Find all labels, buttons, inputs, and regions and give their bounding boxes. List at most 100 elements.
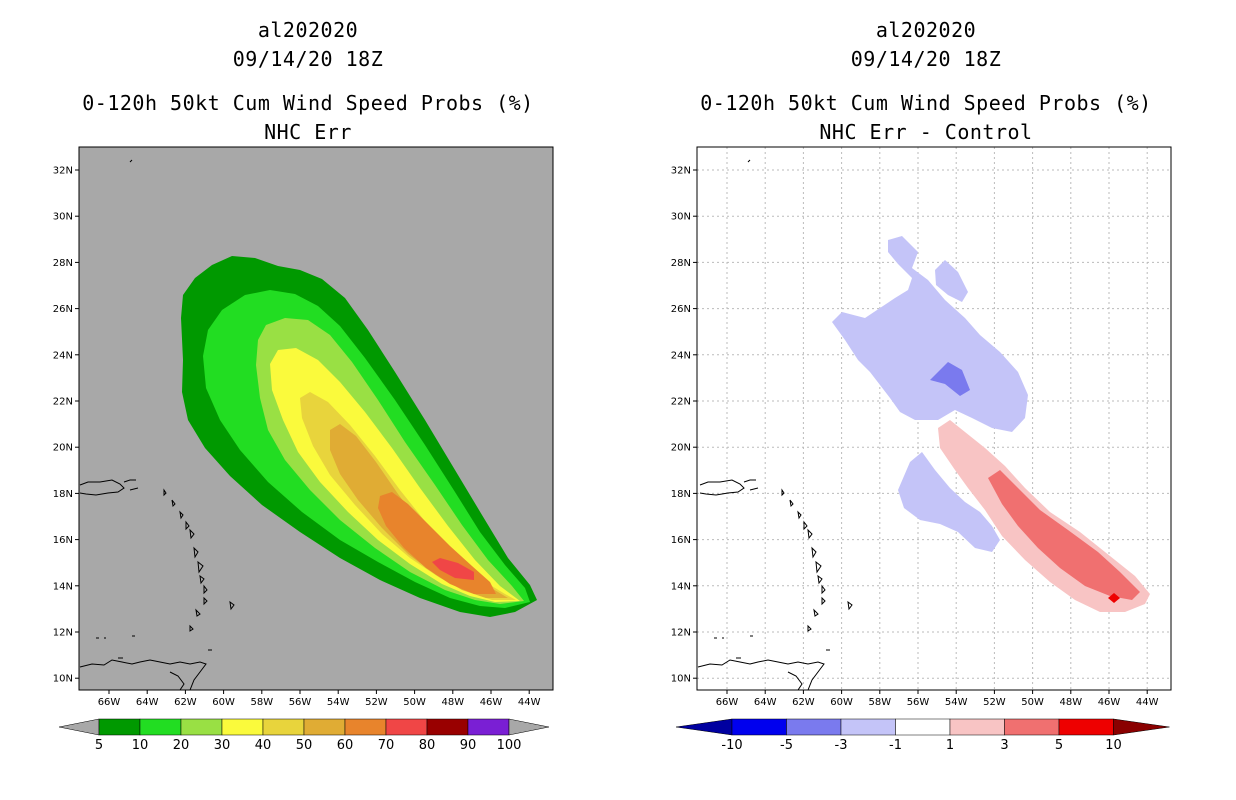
positive-peak — [1108, 593, 1120, 603]
lon-label: 44W — [518, 697, 541, 708]
colorbar-label: 20 — [173, 738, 190, 753]
lon-label: 64W — [136, 697, 159, 708]
left-storm-id: al202020 — [257, 18, 359, 42]
colorbar-label: 30 — [214, 738, 231, 753]
colorbar-swatch — [221, 718, 264, 736]
lon-label: 48W — [1059, 697, 1082, 708]
lat-label: 20N — [53, 443, 73, 454]
lesser-antilles — [781, 488, 853, 632]
right-coastlines — [697, 159, 853, 690]
lon-label: 46W — [1098, 697, 1121, 708]
lon-label: 54W — [945, 697, 968, 708]
negative-core — [930, 362, 970, 396]
right-map: 32N 30N 28N 26N 24N 22N 20N 18N 16N 14N 12N 10N 66W 6… — [671, 146, 1172, 709]
lon-label: 64W — [754, 697, 777, 708]
colorbar-label: 70 — [378, 738, 395, 753]
left-axes: 32N 30N 28N 26N 24N 22N 20N 18N 16N 14N 12N 10N 66W 6… — [53, 166, 541, 709]
lon-label: 62W — [174, 697, 197, 708]
colorbar-label: 10 — [1105, 738, 1122, 753]
lat-label: 28N — [671, 258, 691, 269]
lat-label: 10N — [53, 674, 73, 685]
lat-label: 14N — [53, 581, 73, 592]
lat-label: 26N — [53, 304, 73, 315]
colorbar-swatch — [385, 718, 428, 736]
colorbar-over-triangle — [508, 718, 550, 736]
lat-label: 16N — [53, 535, 73, 546]
colorbar-label: 5 — [1055, 738, 1063, 753]
colorbar-label: -5 — [780, 738, 793, 753]
colorbar-label: 50 — [296, 738, 313, 753]
colorbar-label: 40 — [255, 738, 272, 753]
colorbar-swatch — [467, 718, 510, 736]
lon-label: 52W — [983, 697, 1006, 708]
colorbar-swatch — [303, 718, 346, 736]
colorbar-label: 80 — [419, 738, 436, 753]
caribbean-islets — [96, 159, 212, 659]
colorbar-label: 60 — [337, 738, 354, 753]
lat-label: 32N — [53, 166, 73, 177]
colorbar-swatch — [180, 718, 223, 736]
right-subtitle: NHC Err - Control — [819, 120, 1033, 144]
colorbar-under-triangle — [58, 718, 100, 736]
left-subtitle: NHC Err — [264, 120, 352, 144]
right-colorbar: -10 -5 -3 -1 1 3 5 10 — [675, 718, 1170, 753]
left-map-frame — [78, 146, 554, 691]
lon-label: 58W — [250, 697, 273, 708]
left-datetime: 09/14/20 18Z — [232, 47, 384, 71]
right-storm-id: al202020 — [875, 18, 977, 42]
caribbean-islets — [714, 159, 830, 659]
right-difference-contours — [832, 236, 1150, 612]
lat-label: 20N — [671, 443, 691, 454]
lon-label: 50W — [403, 697, 426, 708]
south-america-coast — [79, 659, 207, 690]
left-title: 0-120h 50kt Cum Wind Speed Probs (%) — [82, 91, 534, 115]
colorbar-swatch — [786, 718, 842, 736]
right-title: 0-120h 50kt Cum Wind Speed Probs (%) — [700, 91, 1152, 115]
colorbar-label: 100 — [497, 738, 522, 753]
lon-label: 60W — [212, 697, 235, 708]
lon-label: 62W — [792, 697, 815, 708]
colorbar-swatch — [426, 718, 469, 736]
colorbar-label: 10 — [132, 738, 149, 753]
lon-label: 60W — [830, 697, 853, 708]
colorbar-swatch — [344, 718, 387, 736]
positive-core — [988, 470, 1140, 600]
colorbar-label: 1 — [946, 738, 954, 753]
colorbar-swatch — [1004, 718, 1060, 736]
colorbar-label: 3 — [1000, 738, 1008, 753]
right-map-frame — [696, 146, 1172, 691]
left-coastlines — [79, 159, 235, 690]
lon-label: 56W — [289, 697, 312, 708]
lat-label: 14N — [671, 581, 691, 592]
colorbar-swatch — [895, 718, 951, 736]
colorbar-label: 5 — [95, 738, 103, 753]
colorbar-over-triangle — [1113, 718, 1170, 736]
lat-label: 24N — [671, 350, 691, 361]
left-probability-contours — [181, 256, 537, 617]
contour-70 — [432, 558, 474, 580]
lon-label: 48W — [441, 697, 464, 708]
right-axes: 32N 30N 28N 26N 24N 22N 20N 18N 16N 14N 12N 10N 66W 6… — [671, 166, 1159, 709]
lon-label: 66W — [98, 697, 121, 708]
puerto-rico-hispaniola — [699, 479, 745, 496]
lon-label: 58W — [868, 697, 891, 708]
lat-label: 18N — [671, 489, 691, 500]
virgin-islands — [743, 479, 759, 491]
lon-label: 44W — [1136, 697, 1159, 708]
south-america-coast — [697, 659, 825, 690]
right-datetime: 09/14/20 18Z — [850, 47, 1002, 71]
lat-label: 16N — [671, 535, 691, 546]
lat-label: 22N — [53, 397, 73, 408]
lat-label: 22N — [671, 397, 691, 408]
contour-50 — [330, 424, 508, 598]
colorbar-swatch — [1058, 718, 1114, 736]
negative-region-north-b — [935, 260, 968, 302]
colorbar-swatch — [98, 718, 141, 736]
colorbar-swatch — [949, 718, 1005, 736]
colorbar-under-triangle — [675, 718, 733, 736]
lat-label: 30N — [671, 212, 691, 223]
lesser-antilles — [163, 488, 235, 632]
lon-label: 66W — [716, 697, 739, 708]
negative-region-north — [832, 236, 1028, 432]
